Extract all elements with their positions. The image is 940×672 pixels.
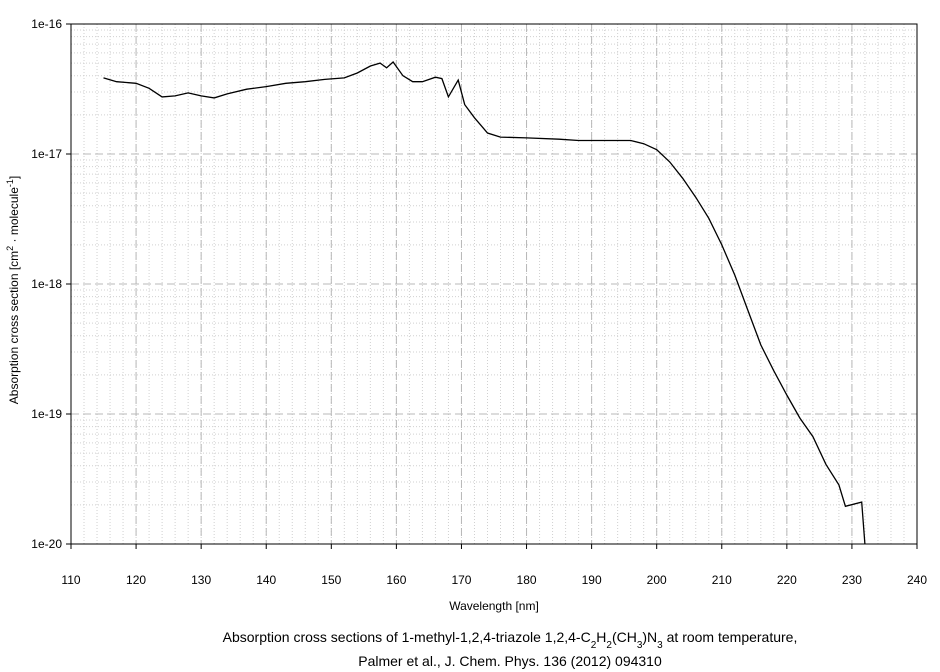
- x-tick-label: 170: [451, 573, 471, 587]
- y-tick-label: 1e-17: [31, 147, 62, 161]
- text-segment: at room temperature,: [663, 629, 798, 645]
- y-tick-label: 1e-18: [31, 277, 62, 291]
- caption: Absorption cross sections of 1-methyl-1,…: [223, 629, 798, 651]
- text-segment: 3: [637, 640, 643, 651]
- x-tick-label: 180: [517, 573, 537, 587]
- x-tick-label: 130: [191, 573, 211, 587]
- text-segment: H: [596, 629, 606, 645]
- y-tick-label: 1e-20: [31, 537, 62, 551]
- data-line: [103, 61, 866, 545]
- caption: Palmer et al., J. Chem. Phys. 136 (2012)…: [358, 653, 662, 669]
- x-tick-label: 160: [386, 573, 406, 587]
- plot-frame: [70, 23, 918, 545]
- text-segment: 2: [606, 640, 612, 651]
- y-tick-label: 1e-16: [31, 17, 62, 31]
- text-segment: 2: [5, 246, 15, 251]
- x-tick-label: 200: [647, 573, 667, 587]
- x-tick-label: 220: [777, 573, 797, 587]
- text-segment: -1: [5, 179, 15, 187]
- text-segment: (CH: [612, 629, 637, 645]
- x-tick-label: 230: [842, 573, 862, 587]
- text-segment: Absorption cross section [cm: [7, 251, 21, 404]
- x-tick-label: 140: [256, 573, 276, 587]
- x-axis-label: Wavelength [nm]: [449, 599, 539, 613]
- x-tick-label: 210: [712, 573, 732, 587]
- text-segment: 2: [591, 640, 597, 651]
- text-segment: )N: [642, 629, 657, 645]
- x-tick-label: 150: [321, 573, 341, 587]
- y-axis-label: Absorption cross section [cm2 · molecule…: [5, 176, 21, 404]
- x-tick-label: 120: [126, 573, 146, 587]
- text-segment: Palmer et al., J. Chem. Phys. 136 (2012)…: [358, 653, 662, 669]
- text-segment: · molecule: [7, 187, 21, 246]
- y-tick-label: 1e-19: [31, 407, 62, 421]
- x-tick-label: 240: [907, 573, 927, 587]
- text-segment: Absorption cross sections of 1-methyl-1,…: [223, 629, 591, 645]
- x-tick-label: 190: [582, 573, 602, 587]
- text-segment: ]: [7, 176, 21, 179]
- x-tick-label: 110: [61, 573, 80, 587]
- text-segment: 3: [657, 640, 663, 651]
